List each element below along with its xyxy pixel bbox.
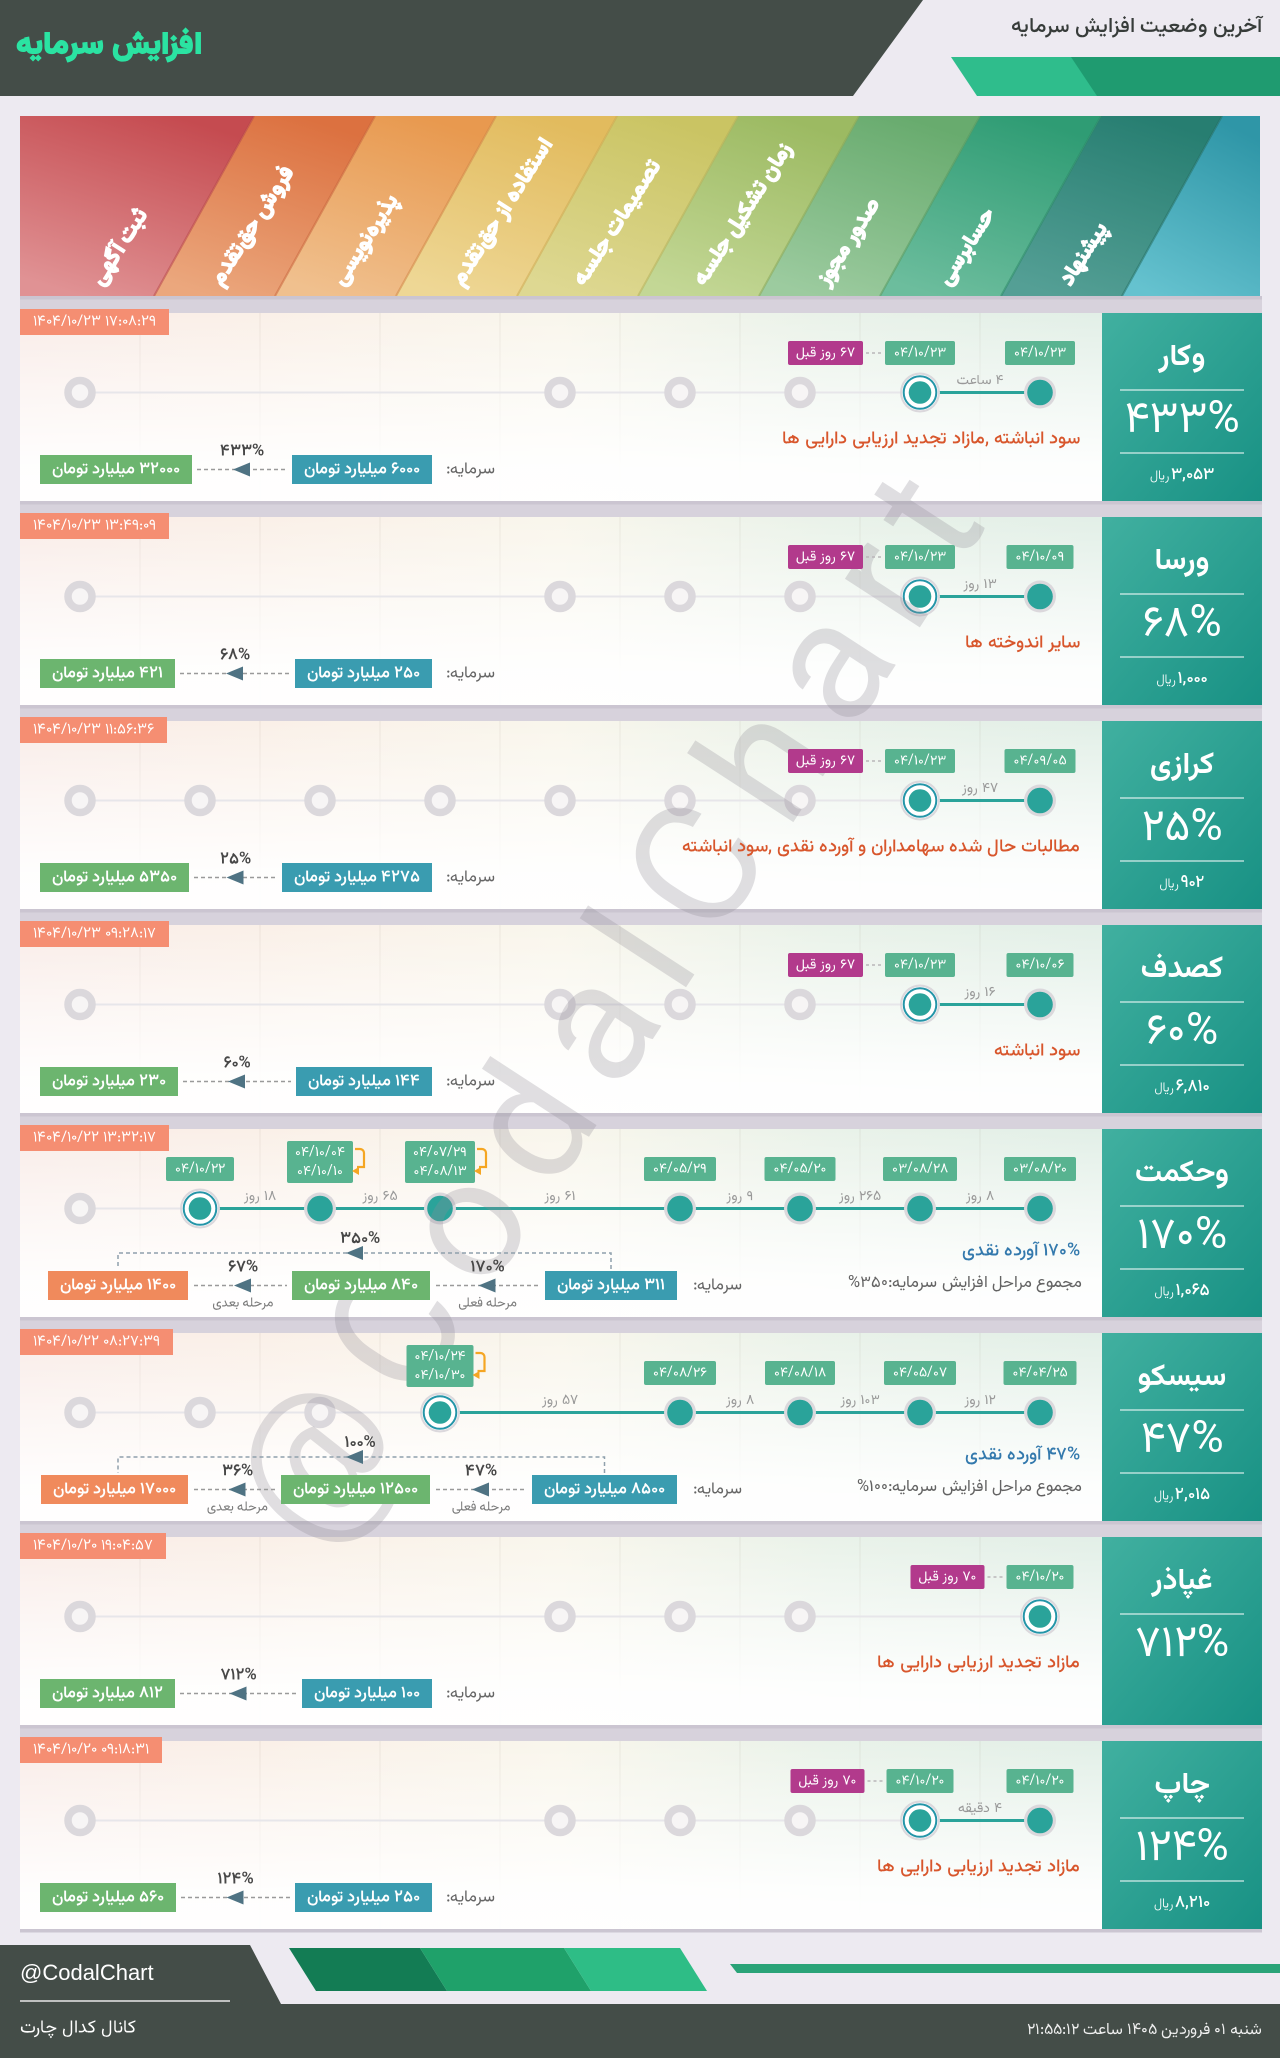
svg-text:@CodalChart: @CodalChart	[20, 1960, 154, 1985]
